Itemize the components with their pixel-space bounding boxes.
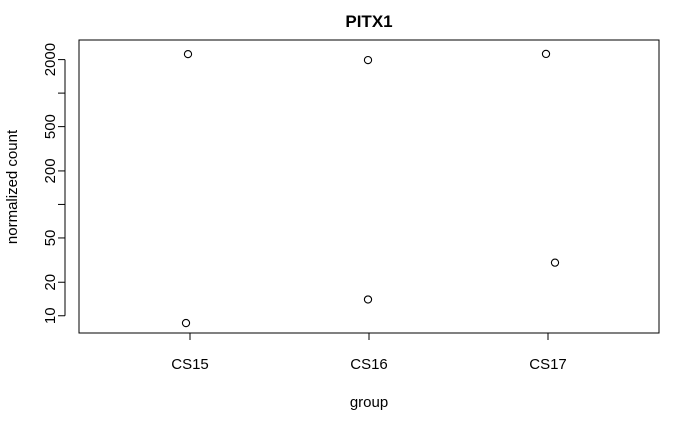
chart-title: PITX1 xyxy=(345,12,392,31)
y-axis-label: normalized count xyxy=(4,129,21,244)
y-tick-label: 200 xyxy=(42,158,59,183)
data-point xyxy=(363,295,373,304)
y-axis: 10 20 50 200 500 2000 xyxy=(42,43,66,324)
plot-frame xyxy=(78,39,660,334)
y-tick-label: 2000 xyxy=(42,43,59,76)
data-point xyxy=(181,318,191,328)
data-point xyxy=(541,49,551,59)
data-points xyxy=(181,49,560,328)
x-tick-label: CS16 xyxy=(350,356,388,373)
data-point xyxy=(550,258,560,267)
data-point xyxy=(363,55,373,65)
x-tick-label: CS17 xyxy=(529,356,567,373)
y-tick-label: 10 xyxy=(42,307,59,324)
y-tick-label: 50 xyxy=(42,230,59,247)
data-point xyxy=(183,49,193,59)
y-tick-label: 500 xyxy=(42,114,59,139)
y-tick-label: 20 xyxy=(42,274,59,291)
x-tick-label: CS15 xyxy=(171,356,209,373)
x-axis-label: group xyxy=(350,394,388,411)
x-axis: CS15 CS16 CS17 xyxy=(171,332,567,373)
